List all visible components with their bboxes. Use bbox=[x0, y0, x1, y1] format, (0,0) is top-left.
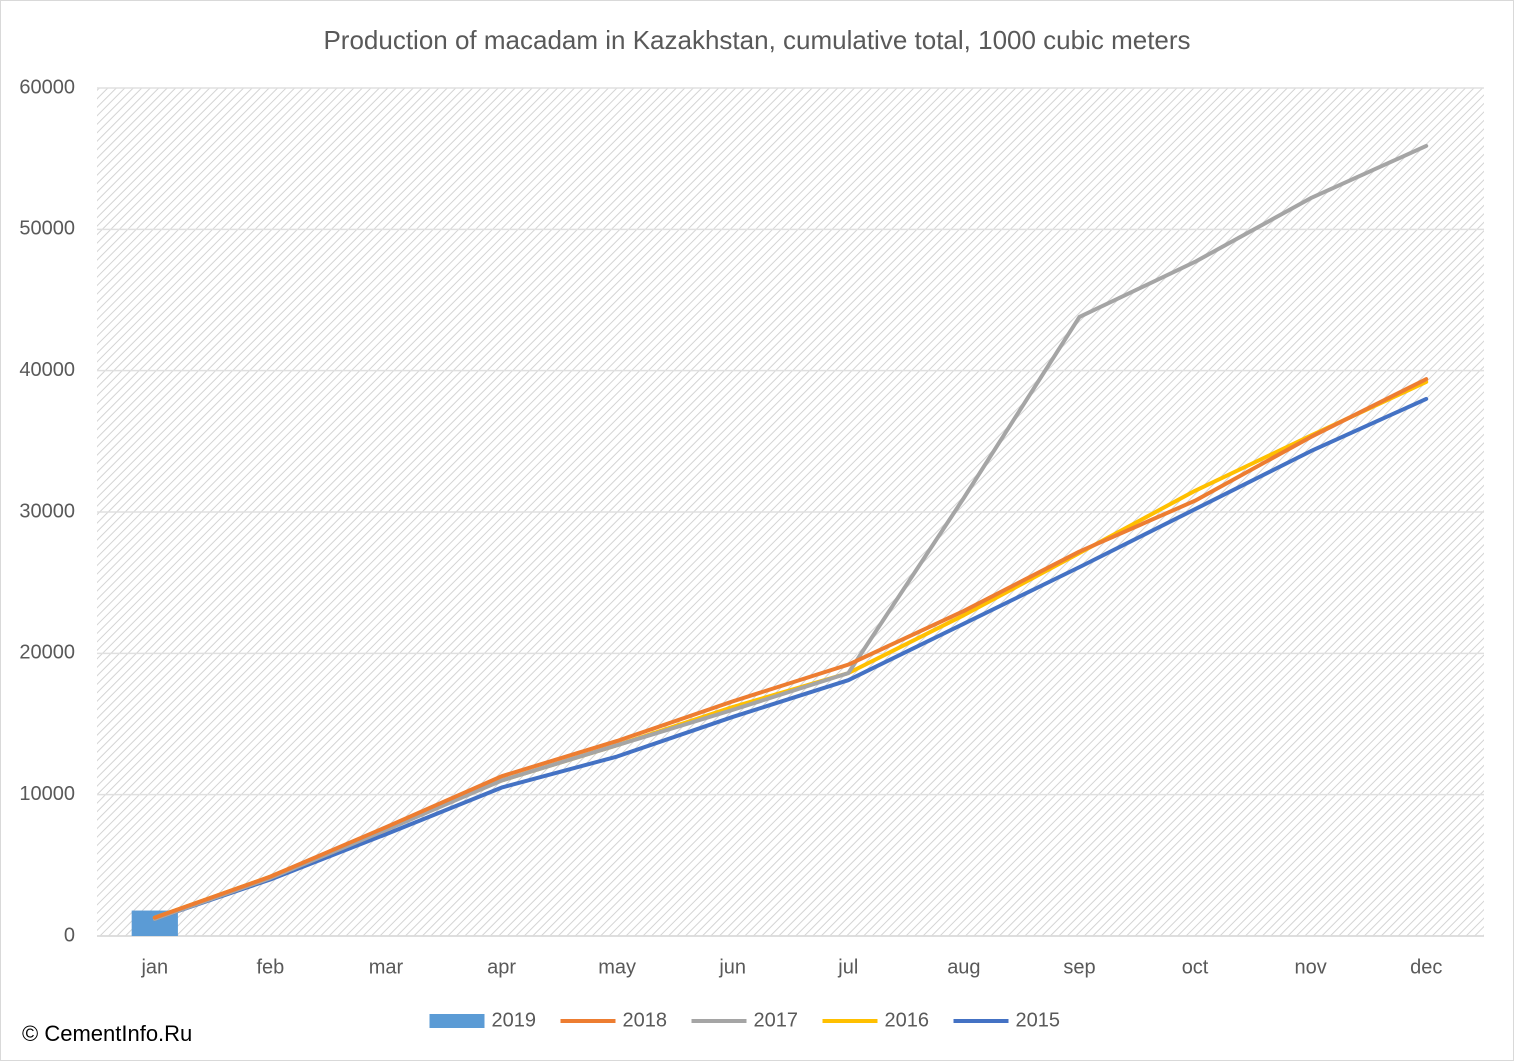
chart-title: Production of macadam in Kazakhstan, cum… bbox=[323, 25, 1190, 55]
line bbox=[152, 377, 1429, 920]
x-tick-label: jun bbox=[718, 956, 746, 978]
y-tick-label: 60000 bbox=[19, 76, 75, 98]
y-tick-label: 40000 bbox=[19, 359, 75, 381]
y-tick-label: 10000 bbox=[19, 783, 75, 805]
legend-label: 2017 bbox=[754, 1009, 799, 1031]
line bbox=[152, 396, 1429, 922]
watermark: © CementInfo.Ru bbox=[22, 1021, 192, 1046]
x-tick-label: feb bbox=[256, 956, 284, 978]
x-tick-label: jul bbox=[837, 956, 858, 978]
y-tick-label: 30000 bbox=[19, 500, 75, 522]
legend-swatch bbox=[429, 1014, 485, 1028]
x-tick-label: aug bbox=[947, 956, 980, 978]
line bbox=[152, 143, 1429, 922]
x-tick-label: mar bbox=[369, 956, 404, 978]
legend-label: 2018 bbox=[623, 1009, 668, 1031]
y-tick-label: 50000 bbox=[19, 218, 75, 240]
x-tick-label: apr bbox=[487, 956, 516, 978]
y-tick-label: 0 bbox=[64, 924, 75, 946]
legend-label: 2016 bbox=[885, 1009, 930, 1031]
x-tick-label: may bbox=[598, 956, 636, 978]
legend-label: 2015 bbox=[1016, 1009, 1061, 1031]
y-tick-label: 20000 bbox=[19, 642, 75, 664]
x-tick-label: dec bbox=[1410, 956, 1442, 978]
x-tick-label: nov bbox=[1295, 956, 1327, 978]
legend-label: 2019 bbox=[492, 1009, 537, 1031]
x-tick-label: oct bbox=[1182, 956, 1209, 978]
x-tick-label: sep bbox=[1063, 956, 1095, 978]
x-tick-label: jan bbox=[140, 956, 168, 978]
